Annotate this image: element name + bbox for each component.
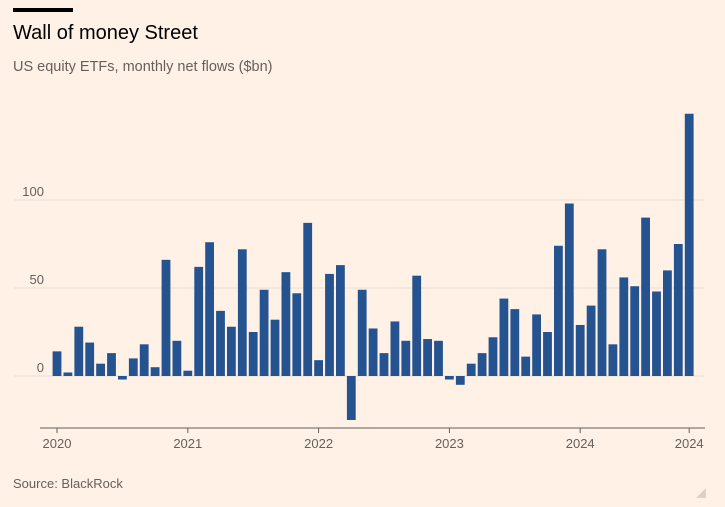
bar [85,342,95,376]
bar [96,363,105,376]
bar [194,266,204,376]
bar [488,337,498,376]
chart-subtitle: US equity ETFs, monthly net flows ($bn) [13,59,273,75]
bar-series [52,113,694,420]
bar [423,339,432,376]
bar [270,319,280,376]
bar [379,353,389,376]
source-note: Source: BlackRock [13,476,123,491]
bar [554,245,563,376]
bar [150,367,160,376]
bar [663,270,672,376]
bar [564,203,574,376]
bar [325,273,334,376]
bar [248,332,258,376]
bar [608,344,618,376]
bar [63,372,73,376]
bar [314,360,323,376]
bar [368,328,378,376]
bar [412,275,422,376]
x-tick-label: 2020 [43,436,72,451]
bar [118,376,127,380]
bar [630,286,640,376]
bar [52,351,62,376]
bar [161,259,171,376]
bar [237,249,247,376]
bar [521,356,531,376]
bar [107,353,116,376]
y-tick-label: 0 [37,360,44,375]
bar [390,321,400,376]
bar [303,222,313,376]
bar [401,340,411,376]
x-tick-label: 2024 [566,436,595,451]
bar [281,272,291,376]
chart-title: Wall of money Street [13,22,198,44]
bar [466,363,476,376]
bar [74,326,84,376]
bar [684,113,694,376]
y-tick-label: 100 [22,184,44,199]
bar [434,340,443,376]
bar [183,370,193,376]
bar [619,277,629,376]
bar [652,291,661,376]
bar [673,244,683,376]
bar [139,344,149,376]
bar-chart: 0 50 100 2020 2021 2022 2023 2024 2024 [14,113,705,451]
bar [532,314,541,376]
bar [455,376,465,385]
bar [477,353,487,376]
bar [510,309,520,376]
y-tick-label: 50 [30,272,44,287]
bar [641,217,650,376]
bar [172,340,182,376]
bar [259,289,269,376]
x-tick-label: 2021 [173,436,202,451]
x-axis-ticks: 2020 2021 2022 2023 2024 2024 [43,428,704,451]
bar [227,326,236,376]
bar [357,289,367,376]
resize-corner-icon [696,488,706,498]
bar [292,293,302,376]
x-tick-label: 2023 [435,436,464,451]
bar [543,332,552,376]
bar [445,376,454,380]
bar [128,358,138,376]
bar [575,324,585,376]
bar [499,298,509,376]
y-axis-labels: 0 50 100 [22,184,44,375]
bar [346,376,356,420]
x-tick-label: 2022 [304,436,333,451]
bar [336,265,345,376]
bar [597,249,607,376]
bar [205,242,214,376]
x-tick-label: 2024 [675,436,704,451]
title-accent-rule [13,8,73,12]
bar [586,305,596,376]
bar [216,310,225,376]
